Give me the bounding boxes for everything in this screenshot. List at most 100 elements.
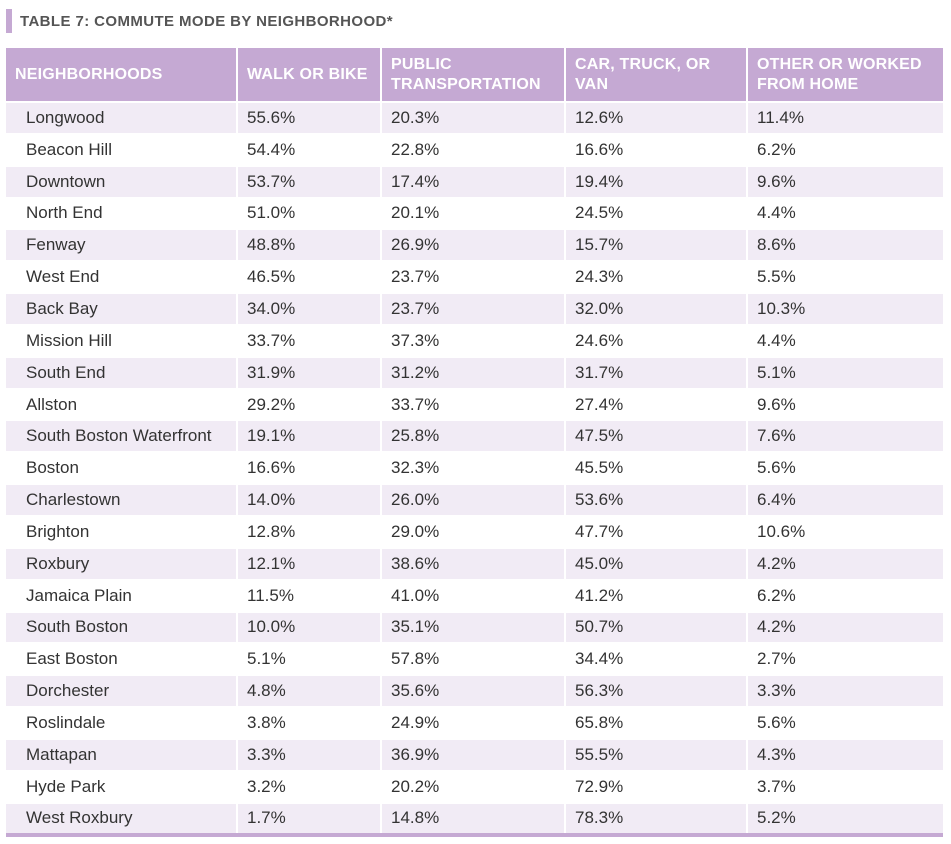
other-or-worked-from-home-cell: 10.3%: [746, 292, 943, 324]
public-transportation-cell: 31.2%: [380, 355, 564, 388]
car-truck-van-cell: 50.7%: [564, 610, 746, 643]
table-row: West End 46.5% 23.7% 24.3% 5.5%: [6, 260, 943, 293]
neighborhood-cell: South Boston: [6, 610, 236, 643]
walk-or-bike-cell: 3.3%: [236, 737, 380, 770]
car-truck-van-cell: 78.3%: [564, 801, 746, 834]
commute-mode-table: NEIGHBORHOODS WALK OR BIKE PUBLIC TRANSP…: [6, 48, 943, 834]
other-or-worked-from-home-cell: 5.2%: [746, 801, 943, 834]
walk-or-bike-cell: 33.7%: [236, 323, 380, 356]
walk-or-bike-cell: 5.1%: [236, 642, 380, 675]
walk-or-bike-cell: 48.8%: [236, 228, 380, 261]
table-row: Mattapan 3.3% 36.9% 55.5% 4.3%: [6, 737, 943, 770]
car-truck-van-cell: 34.4%: [564, 642, 746, 675]
car-truck-van-cell: 27.4%: [564, 387, 746, 420]
table-bottom-rule: [6, 833, 943, 837]
car-truck-van-cell: 47.7%: [564, 514, 746, 547]
other-or-worked-from-home-cell: 4.3%: [746, 737, 943, 770]
public-transportation-cell: 20.1%: [380, 196, 564, 229]
walk-or-bike-cell: 14.0%: [236, 483, 380, 515]
neighborhood-cell: Mission Hill: [6, 323, 236, 356]
table-row: South Boston Waterfront 19.1% 25.8% 47.5% 7.…: [6, 419, 943, 452]
walk-or-bike-cell: 55.6%: [236, 101, 380, 133]
header-neighborhoods: NEIGHBORHOODS: [6, 48, 236, 101]
walk-or-bike-cell: 12.8%: [236, 514, 380, 547]
walk-or-bike-cell: 3.8%: [236, 706, 380, 738]
walk-or-bike-cell: 3.2%: [236, 769, 380, 802]
table-row: Allston 29.2% 33.7% 27.4% 9.6%: [6, 387, 943, 420]
car-truck-van-cell: 24.6%: [564, 323, 746, 356]
neighborhood-cell: Beacon Hill: [6, 132, 236, 165]
header-row: NEIGHBORHOODS WALK OR BIKE PUBLIC TRANSP…: [6, 48, 943, 101]
other-or-worked-from-home-cell: 11.4%: [746, 101, 943, 133]
table-row: Brighton 12.8% 29.0% 47.7% 10.6%: [6, 514, 943, 547]
other-or-worked-from-home-cell: 5.5%: [746, 260, 943, 293]
other-or-worked-from-home-cell: 3.7%: [746, 769, 943, 802]
neighborhood-cell: Fenway: [6, 228, 236, 261]
other-or-worked-from-home-cell: 3.3%: [746, 674, 943, 707]
public-transportation-cell: 29.0%: [380, 514, 564, 547]
neighborhood-cell: Allston: [6, 387, 236, 420]
public-transportation-cell: 38.6%: [380, 546, 564, 579]
public-transportation-cell: 32.3%: [380, 451, 564, 484]
public-transportation-cell: 57.8%: [380, 642, 564, 675]
table-row: North End 51.0% 20.1% 24.5% 4.4%: [6, 196, 943, 229]
car-truck-van-cell: 56.3%: [564, 674, 746, 707]
table-row: Hyde Park 3.2% 20.2% 72.9% 3.7%: [6, 769, 943, 802]
other-or-worked-from-home-cell: 9.6%: [746, 387, 943, 420]
neighborhood-cell: Hyde Park: [6, 769, 236, 802]
neighborhood-cell: North End: [6, 196, 236, 229]
public-transportation-cell: 20.3%: [380, 101, 564, 133]
table-row: West Roxbury 1.7% 14.8% 78.3% 5.2%: [6, 801, 943, 834]
public-transportation-cell: 41.0%: [380, 578, 564, 611]
car-truck-van-cell: 19.4%: [564, 164, 746, 197]
car-truck-van-cell: 16.6%: [564, 132, 746, 165]
other-or-worked-from-home-cell: 6.2%: [746, 132, 943, 165]
other-or-worked-from-home-cell: 5.6%: [746, 706, 943, 738]
other-or-worked-from-home-cell: 6.2%: [746, 578, 943, 611]
car-truck-van-cell: 45.0%: [564, 546, 746, 579]
public-transportation-cell: 26.9%: [380, 228, 564, 261]
other-or-worked-from-home-cell: 2.7%: [746, 642, 943, 675]
public-transportation-cell: 25.8%: [380, 419, 564, 452]
public-transportation-cell: 26.0%: [380, 483, 564, 515]
walk-or-bike-cell: 12.1%: [236, 546, 380, 579]
table-row: Charlestown 14.0% 26.0% 53.6% 6.4%: [6, 483, 943, 515]
neighborhood-cell: Dorchester: [6, 674, 236, 707]
other-or-worked-from-home-cell: 4.4%: [746, 196, 943, 229]
table-row: Roslindale 3.8% 24.9% 65.8% 5.6%: [6, 706, 943, 738]
neighborhood-cell: Roxbury: [6, 546, 236, 579]
other-or-worked-from-home-cell: 4.2%: [746, 610, 943, 643]
walk-or-bike-cell: 11.5%: [236, 578, 380, 611]
table-title-bar: TABLE 7: COMMUTE MODE BY NEIGHBORHOOD*: [6, 8, 393, 34]
other-or-worked-from-home-cell: 4.4%: [746, 323, 943, 356]
neighborhood-cell: East Boston: [6, 642, 236, 675]
table-row: South End 31.9% 31.2% 31.7% 5.1%: [6, 355, 943, 388]
walk-or-bike-cell: 19.1%: [236, 419, 380, 452]
car-truck-van-cell: 24.5%: [564, 196, 746, 229]
car-truck-van-cell: 15.7%: [564, 228, 746, 261]
table-row: Longwood 55.6% 20.3% 12.6% 11.4%: [6, 101, 943, 133]
car-truck-van-cell: 72.9%: [564, 769, 746, 802]
public-transportation-cell: 37.3%: [380, 323, 564, 356]
public-transportation-cell: 14.8%: [380, 801, 564, 834]
other-or-worked-from-home-cell: 5.6%: [746, 451, 943, 484]
table-row: East Boston 5.1% 57.8% 34.4% 2.7%: [6, 642, 943, 675]
other-or-worked-from-home-cell: 6.4%: [746, 483, 943, 515]
other-or-worked-from-home-cell: 10.6%: [746, 514, 943, 547]
table-title: TABLE 7: COMMUTE MODE BY NEIGHBORHOOD*: [20, 12, 393, 30]
walk-or-bike-cell: 54.4%: [236, 132, 380, 165]
walk-or-bike-cell: 10.0%: [236, 610, 380, 643]
other-or-worked-from-home-cell: 9.6%: [746, 164, 943, 197]
car-truck-van-cell: 45.5%: [564, 451, 746, 484]
neighborhood-cell: Back Bay: [6, 292, 236, 324]
neighborhood-cell: Roslindale: [6, 706, 236, 738]
neighborhood-cell: South End: [6, 355, 236, 388]
table-row: Back Bay 34.0% 23.7% 32.0% 10.3%: [6, 292, 943, 324]
table-row: Dorchester 4.8% 35.6% 56.3% 3.3%: [6, 674, 943, 707]
header-public-transportation: PUBLIC TRANSPORTATION: [380, 48, 564, 101]
car-truck-van-cell: 53.6%: [564, 483, 746, 515]
public-transportation-cell: 23.7%: [380, 260, 564, 293]
public-transportation-cell: 22.8%: [380, 132, 564, 165]
header-car-truck-van: CAR, TRUCK, OR VAN: [564, 48, 746, 101]
header-other-or-worked-from-home: OTHER OR WORKED FROM HOME: [746, 48, 943, 101]
